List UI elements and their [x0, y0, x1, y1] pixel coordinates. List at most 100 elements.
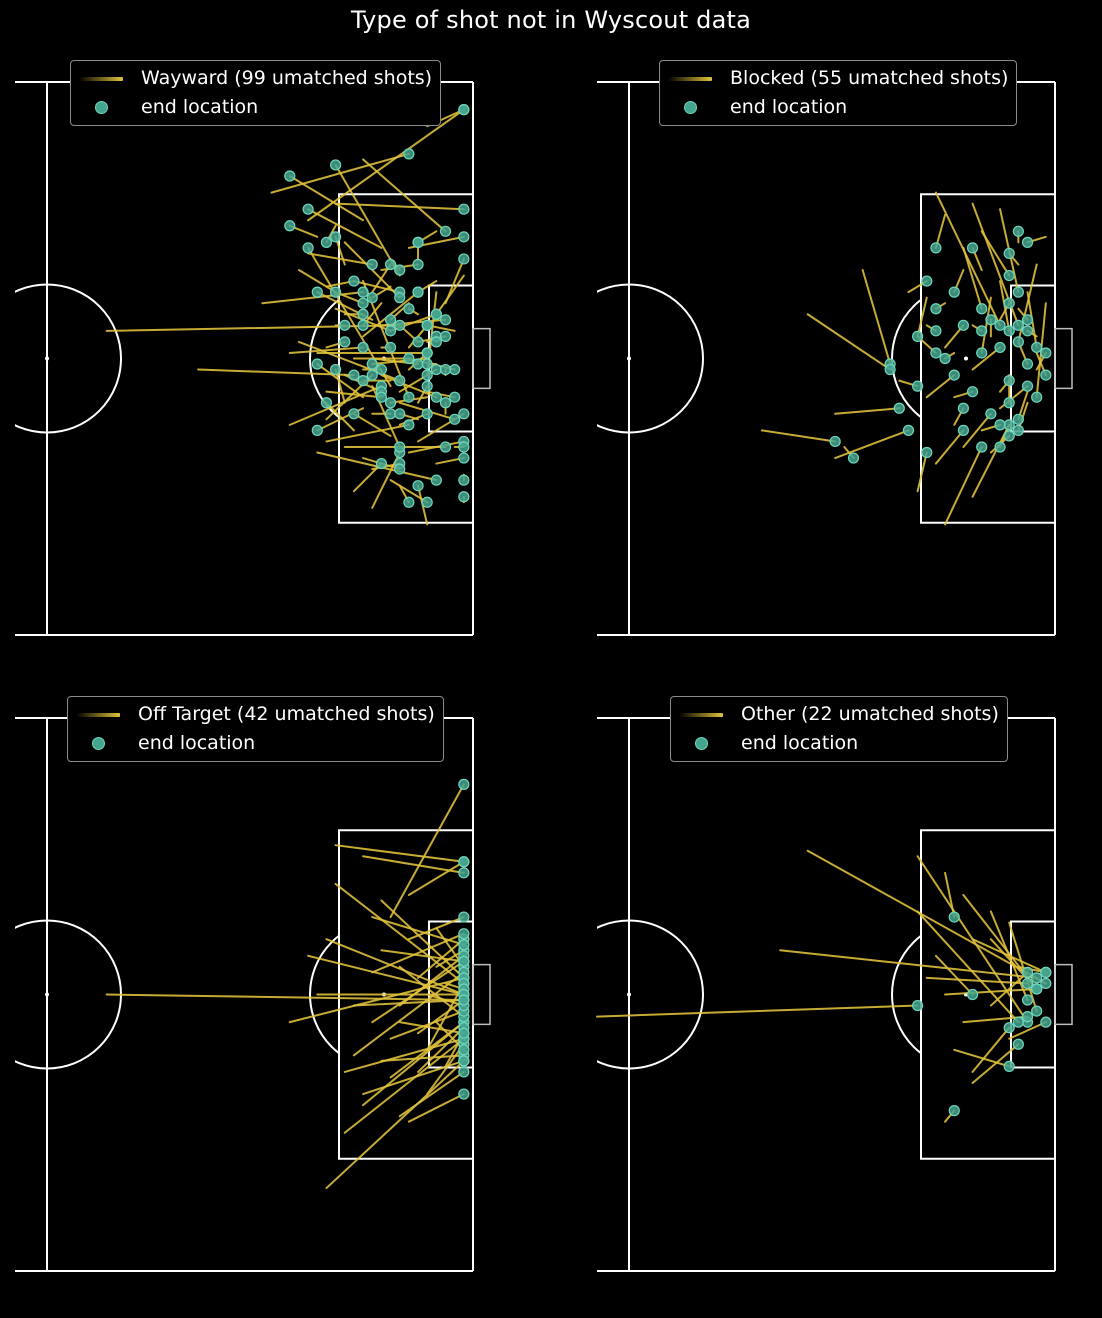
end-location-marker	[957, 402, 970, 414]
shot-line	[407, 860, 465, 896]
end-location-marker	[1003, 375, 1015, 387]
shot-line	[307, 208, 383, 249]
end-location-marker	[985, 314, 997, 326]
end-markers	[911, 911, 1052, 1117]
end-location-marker	[458, 474, 470, 486]
end-location-marker	[302, 203, 314, 215]
shot-line	[343, 1037, 465, 1134]
end-location-marker	[421, 358, 433, 370]
end-location-marker	[439, 363, 452, 376]
legend-entry-shots: Blocked (55 umatched shots)	[668, 64, 1008, 93]
end-location-marker	[311, 286, 323, 298]
end-location-marker	[966, 386, 979, 398]
end-location-marker	[284, 220, 296, 232]
end-location-marker	[320, 397, 333, 409]
end-location-marker	[357, 308, 369, 320]
legend-line-swatch	[76, 712, 120, 717]
shot-line	[934, 429, 965, 465]
legend-panel-4: Other (22 umatched shots) end location	[670, 696, 1008, 762]
end-location-marker	[348, 369, 360, 381]
legend-marker-label: end location	[741, 732, 859, 754]
end-location-marker	[1003, 1060, 1015, 1072]
penalty-arc	[891, 934, 921, 1055]
goal-frame	[472, 963, 491, 1026]
legend-marker-label: end location	[730, 96, 848, 118]
end-location-marker	[976, 441, 988, 453]
end-location-marker	[412, 258, 424, 271]
shot-line	[953, 1048, 1011, 1068]
shot-line	[288, 175, 365, 222]
end-location-marker	[458, 1055, 470, 1067]
shot-line	[288, 385, 383, 426]
end-location-marker	[384, 397, 397, 409]
shot-line	[197, 368, 355, 377]
shot-line	[380, 1054, 465, 1062]
end-location-marker	[1021, 1011, 1034, 1023]
end-location-marker	[394, 375, 406, 387]
end-location-marker	[458, 452, 470, 464]
shot-line	[962, 246, 983, 310]
shot-line	[806, 313, 892, 371]
shot-line	[334, 882, 465, 985]
end-location-marker	[921, 446, 933, 459]
end-location-marker	[394, 292, 406, 304]
legend-panel-2: Blocked (55 umatched shots) end location	[659, 60, 1018, 126]
centre-spot	[627, 356, 631, 361]
legend-series-label: Wayward (99 umatched shots)	[141, 67, 433, 89]
shot-line	[334, 163, 401, 277]
end-location-marker	[430, 308, 442, 320]
shot-line	[380, 374, 438, 399]
end-location-marker	[458, 203, 470, 215]
end-location-marker	[421, 347, 433, 359]
end-location-marker	[330, 231, 342, 243]
shot-line	[944, 445, 983, 526]
end-location-marker	[994, 341, 1006, 354]
shot-line	[426, 982, 465, 1051]
legend-series-label: Other (22 umatched shots)	[741, 703, 999, 725]
shot-line	[362, 1059, 465, 1096]
shot-line	[105, 993, 465, 1002]
shot-line	[417, 999, 465, 1035]
shot-line	[971, 423, 1011, 498]
end-location-marker	[458, 104, 470, 116]
shot-line	[760, 429, 837, 443]
shot-line	[389, 783, 465, 919]
legend-panel-3: Off Target (42 umatched shots) end locati…	[67, 696, 444, 762]
centre-spot	[627, 992, 631, 997]
end-location-marker	[930, 303, 942, 315]
end-location-marker	[976, 303, 988, 315]
end-location-marker	[1003, 269, 1015, 282]
end-location-marker	[1021, 966, 1034, 978]
shot-line	[806, 849, 1047, 985]
shot-line	[389, 1010, 465, 1040]
shot-line	[861, 269, 892, 366]
end-location-marker	[384, 325, 397, 337]
end-location-marker	[994, 441, 1006, 453]
legend-entry-end-location: end location	[76, 729, 435, 758]
end-location-marker	[439, 225, 452, 237]
end-location-marker	[1012, 319, 1024, 331]
end-location-marker	[421, 408, 433, 420]
shot-lines	[596, 849, 1047, 1123]
end-location-marker	[421, 319, 433, 331]
shot-line	[1008, 921, 1038, 1013]
centre-circle	[597, 283, 704, 434]
end-location-marker	[375, 391, 387, 403]
shot-line	[325, 390, 383, 399]
end-location-marker	[412, 286, 424, 298]
end-location-marker	[930, 347, 942, 359]
end-location-marker	[339, 319, 351, 331]
end-location-marker	[375, 457, 387, 470]
legend-dot-swatch-wrap	[679, 737, 723, 750]
end-location-marker	[948, 1105, 960, 1117]
shot-line	[343, 1037, 465, 1073]
end-location-marker	[1021, 314, 1034, 326]
shot-line	[325, 1059, 465, 1190]
end-location-marker	[1040, 347, 1052, 359]
end-location-marker	[1040, 1016, 1052, 1028]
legend-line-swatch	[668, 76, 712, 81]
shot-line	[916, 296, 928, 338]
end-location-marker	[412, 480, 424, 492]
shot-line	[398, 1070, 465, 1118]
